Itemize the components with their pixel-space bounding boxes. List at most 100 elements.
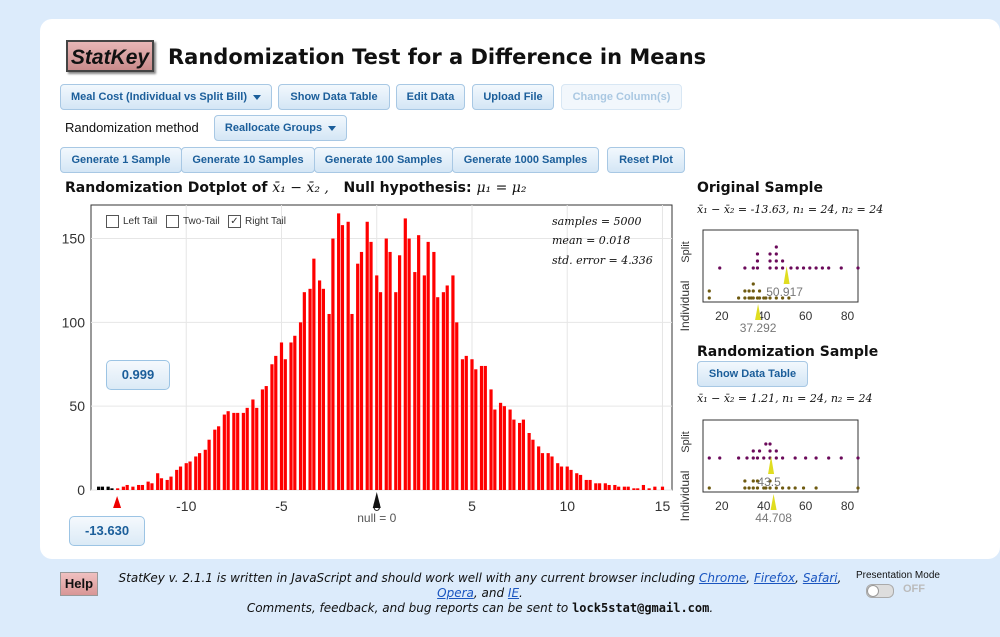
randomization-method-value: Reallocate Groups <box>224 122 323 134</box>
split-dot <box>839 266 843 270</box>
histogram-bar <box>384 238 388 490</box>
y-tick-label: 50 <box>69 398 85 414</box>
statkey-logo[interactable]: StatKey <box>66 40 154 72</box>
histogram-bar <box>613 484 617 490</box>
opera-link[interactable]: Opera <box>437 586 474 600</box>
histogram-bar <box>106 486 110 490</box>
x-tick-label: 10 <box>559 498 575 514</box>
original-sample-stats: x̄₁ − x̄₂ = -13.63, n₁ = 24, n₂ = 24 <box>697 203 884 216</box>
ie-link[interactable]: IE <box>507 586 520 600</box>
randomization-show-data-table-button[interactable]: Show Data Table <box>697 361 808 387</box>
histogram-bar <box>169 476 173 490</box>
randomization-method-label: Randomization method <box>65 120 199 135</box>
histogram-bar <box>308 288 312 490</box>
null-marker-label: null = 0 <box>357 511 396 525</box>
histogram-bar <box>312 258 316 490</box>
histogram-bar <box>359 251 364 490</box>
change-columns-button[interactable]: Change Column(s) <box>561 84 682 110</box>
histogram-bar <box>298 322 303 490</box>
histogram-bar <box>647 488 651 490</box>
chevron-down-icon <box>253 94 262 100</box>
individual-dot <box>764 296 768 300</box>
generate-100-button[interactable]: Generate 100 Samples <box>314 147 453 173</box>
histogram-bar <box>232 412 236 490</box>
sample-x-tick-label: 20 <box>715 499 729 513</box>
histogram-bar <box>422 275 426 490</box>
histogram-bar <box>203 449 207 490</box>
individual-dot <box>743 486 747 490</box>
individual-dot <box>801 486 806 490</box>
histogram-bar <box>653 486 657 490</box>
x-tick-label: -5 <box>275 498 288 514</box>
safari-link[interactable]: Safari <box>802 571 838 585</box>
histogram-bar <box>598 483 602 490</box>
reset-plot-button[interactable]: Reset Plot <box>607 147 685 173</box>
histogram-bar <box>559 466 564 490</box>
firefox-link[interactable]: Firefox <box>753 571 796 585</box>
split-dot <box>793 456 797 460</box>
histogram-bar <box>388 251 392 490</box>
individual-dot <box>787 486 791 490</box>
histogram-bar <box>556 463 560 490</box>
generate-10-button[interactable]: Generate 10 Samples <box>181 147 315 173</box>
individual-dot <box>755 479 760 483</box>
upload-file-button[interactable]: Upload File <box>472 84 554 110</box>
help-button[interactable]: Help <box>60 572 98 596</box>
histogram-bar <box>397 255 402 490</box>
histogram-bar <box>156 473 160 490</box>
histogram-bar <box>188 461 192 490</box>
individual-dot <box>774 486 778 490</box>
histogram-bar <box>260 389 265 490</box>
two-tail-checkbox[interactable] <box>166 215 179 228</box>
histogram-bar <box>321 288 325 490</box>
two-tail-option[interactable]: Two-Tail <box>166 215 220 228</box>
histogram-bar <box>441 292 446 490</box>
histogram-bar <box>432 251 436 490</box>
group-label-individual: Individual <box>678 471 692 522</box>
histogram-bar <box>222 414 226 490</box>
tail-proportion-box[interactable]: 0.999 <box>106 360 170 390</box>
right-tail-checkbox[interactable]: ✓ <box>228 215 241 228</box>
histogram-bar <box>394 292 398 490</box>
right-tail-option[interactable]: ✓ Right Tail <box>228 215 286 228</box>
individual-mean-marker <box>755 304 762 320</box>
histogram-bar <box>470 359 474 490</box>
left-tail-checkbox[interactable] <box>106 215 119 228</box>
individual-dot <box>757 296 762 300</box>
histogram-bar <box>131 486 135 490</box>
sample-x-tick-label: 20 <box>715 309 729 323</box>
show-data-table-button[interactable]: Show Data Table <box>278 84 390 110</box>
split-dot <box>768 442 772 446</box>
histogram-bar <box>213 429 217 490</box>
presentation-mode-toggle[interactable] <box>866 584 894 598</box>
individual-dot <box>768 486 772 490</box>
split-dot <box>755 266 760 270</box>
histogram-bar <box>508 409 512 490</box>
generate-1000-button[interactable]: Generate 1000 Samples <box>452 147 599 173</box>
observed-statistic-box[interactable]: -13.630 <box>69 516 145 546</box>
histogram-bar <box>489 389 493 490</box>
dotplot-title-text: Randomization Dotplot of <box>65 180 273 196</box>
dataset-dropdown[interactable]: Meal Cost (Individual vs Split Bill) <box>60 84 272 110</box>
randomization-method-dropdown[interactable]: Reallocate Groups <box>214 115 347 141</box>
histogram-bar <box>241 412 245 490</box>
edit-data-button[interactable]: Edit Data <box>396 84 465 110</box>
split-dot <box>768 259 772 263</box>
dataset-label: Meal Cost (Individual vs Split Bill) <box>70 91 248 103</box>
histogram-bar <box>279 342 284 490</box>
histogram-bar <box>502 406 506 490</box>
split-dot <box>774 456 778 460</box>
x-tick-label: -10 <box>176 498 196 514</box>
histogram-bar <box>493 409 497 490</box>
chrome-link[interactable]: Chrome <box>698 571 747 585</box>
generate-1-button[interactable]: Generate 1 Sample <box>60 147 182 173</box>
split-dot <box>751 266 755 270</box>
samples-count: samples = 5000 <box>552 215 642 228</box>
individual-mean-marker <box>770 494 777 510</box>
split-dot <box>839 456 843 460</box>
split-dot <box>751 449 755 453</box>
split-dot <box>762 456 766 460</box>
histogram-bar <box>537 446 541 490</box>
left-tail-option[interactable]: Left Tail <box>106 215 157 228</box>
split-dot <box>718 456 722 460</box>
